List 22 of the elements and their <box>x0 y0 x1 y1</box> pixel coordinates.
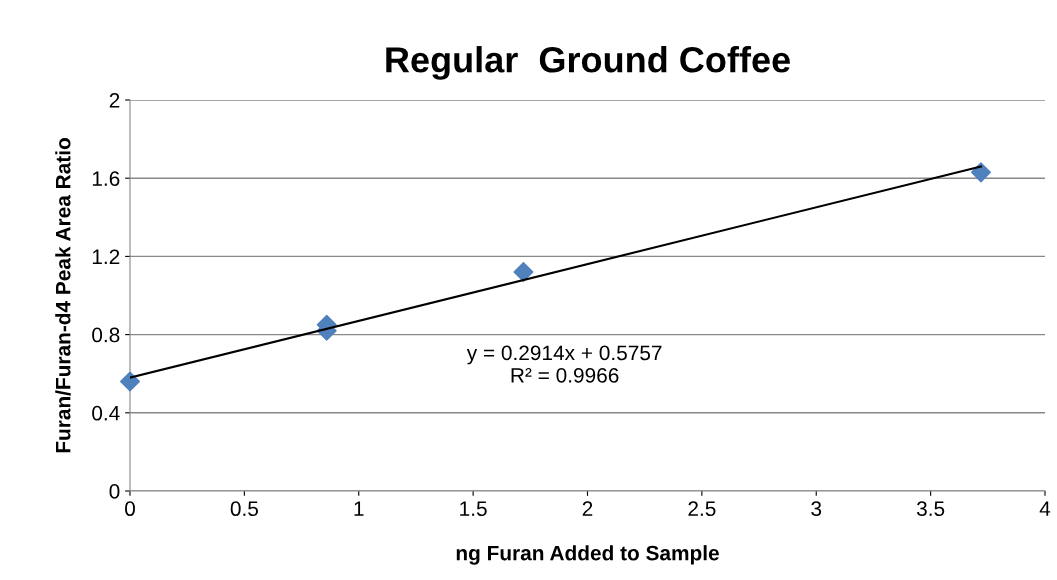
x-tick-label: 1.5 <box>460 501 487 517</box>
x-tick-label: 4 <box>1039 501 1051 516</box>
y-tick-label: 0.8 <box>92 327 120 343</box>
y-tick-label: 2 <box>109 93 120 108</box>
x-tick-label: 2 <box>582 501 593 516</box>
y-tick-label: 1.6 <box>92 171 120 186</box>
y-axis-title: Furan/Furan-d4 Peak Area Ratio <box>55 138 71 453</box>
x-tick-label: 0 <box>125 501 135 517</box>
x-tick-label: 3.5 <box>916 501 945 517</box>
x-tick-label: 0.5 <box>230 501 258 517</box>
annotation: y = 0.2914x + 0.5757 R² = 0.9966 <box>466 345 662 383</box>
x-tick-label: 1 <box>354 501 364 516</box>
y-tick-label: 0 <box>109 484 120 499</box>
y-tick-label: 1.2 <box>92 249 120 264</box>
chart-title: Regular Ground Coffee <box>386 46 790 80</box>
y-tick-label: 0.4 <box>92 405 120 421</box>
point <box>119 371 141 392</box>
point <box>970 162 991 183</box>
x-tick-label: 2.5 <box>688 501 716 517</box>
x-tick-label: 3 <box>811 501 822 517</box>
x-axis-title: ng Furan Added to Sample <box>456 545 719 565</box>
point <box>513 262 534 283</box>
